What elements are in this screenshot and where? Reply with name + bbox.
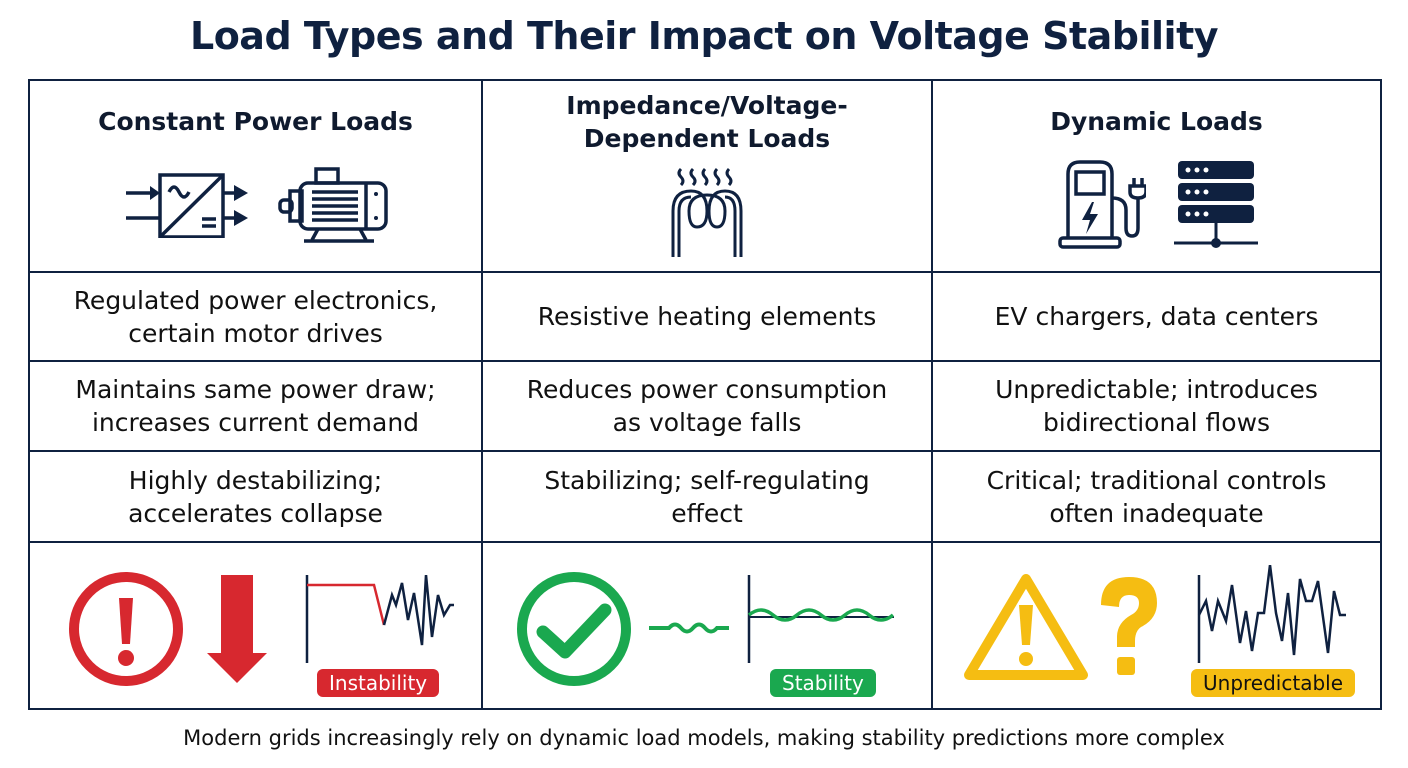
impact-cell-constant-power: Highly destabilizing; accelerates collap… (30, 452, 483, 543)
status-badge: Stability (770, 669, 876, 697)
examples-cell-impedance: Resistive heating elements (483, 273, 933, 362)
collapse-waveform-icon (305, 575, 454, 663)
examples-text: EV chargers, data centers (994, 302, 1319, 331)
page-title: Load Types and Their Impact on Voltage S… (189, 14, 1219, 58)
indicator-cell-impedance: Stability (483, 543, 933, 708)
warning-triangle-icon (964, 574, 1088, 680)
stable-waveform-icon (747, 575, 895, 663)
column-header-impedance: Impedance/Voltage-Dependent Loads (483, 81, 933, 273)
status-badge: Unpredictable (1191, 669, 1355, 697)
impact-text: Critical; traditional controls often ina… (986, 465, 1327, 528)
column-header-dynamic: Dynamic Loads (933, 81, 1380, 273)
examples-cell-constant-power: Regulated power electronics, certain mot… (30, 273, 483, 362)
power-converter-icon (125, 173, 248, 238)
behavior-text: Reduces power consumption as voltage fal… (526, 375, 888, 437)
erratic-waveform-icon (1197, 565, 1346, 663)
header-title: Constant Power Loads (98, 107, 413, 136)
ev-charger-icon (1057, 160, 1146, 249)
down-arrow-icon (207, 575, 267, 683)
indicator-cell-constant-power: Instability (30, 543, 483, 708)
question-mark-icon (1101, 577, 1157, 675)
indicator-cell-dynamic: Unpredictable (933, 543, 1380, 708)
behavior-text: Maintains same power draw; increases cur… (75, 375, 436, 437)
electric-motor-icon (277, 167, 388, 243)
behavior-text: Unpredictable; introduces bidirectional … (995, 375, 1318, 437)
header-title: Dynamic Loads (1050, 107, 1263, 136)
column-header-constant-power: Constant Power Loads (30, 81, 483, 273)
examples-text: Regulated power electronics, certain mot… (73, 285, 438, 348)
damped-wave-icon (649, 622, 729, 634)
impact-cell-dynamic: Critical; traditional controls often ina… (933, 452, 1380, 543)
heating-coil-icon (671, 167, 743, 257)
behavior-cell-impedance: Reduces power consumption as voltage fal… (483, 362, 933, 452)
footer-note: Modern grids increasingly rely on dynami… (183, 726, 1225, 750)
check-circle-icon (517, 572, 631, 686)
impact-text: Highly destabilizing; accelerates collap… (128, 465, 383, 528)
behavior-cell-constant-power: Maintains same power draw; increases cur… (30, 362, 483, 452)
data-server-icon (1173, 161, 1258, 248)
impact-cell-impedance: Stabilizing; self-regulating effect (483, 452, 933, 543)
examples-text: Resistive heating elements (537, 302, 877, 331)
impact-text: Stabilizing; self-regulating effect (544, 465, 870, 528)
header-title: Impedance/Voltage-Dependent Loads (566, 91, 848, 153)
load-types-table: Constant Power Loads (28, 79, 1382, 710)
behavior-cell-dynamic: Unpredictable; introduces bidirectional … (933, 362, 1380, 452)
examples-cell-dynamic: EV chargers, data centers (933, 273, 1380, 362)
exclamation-circle-icon (69, 572, 183, 686)
status-badge: Instability (317, 669, 440, 697)
